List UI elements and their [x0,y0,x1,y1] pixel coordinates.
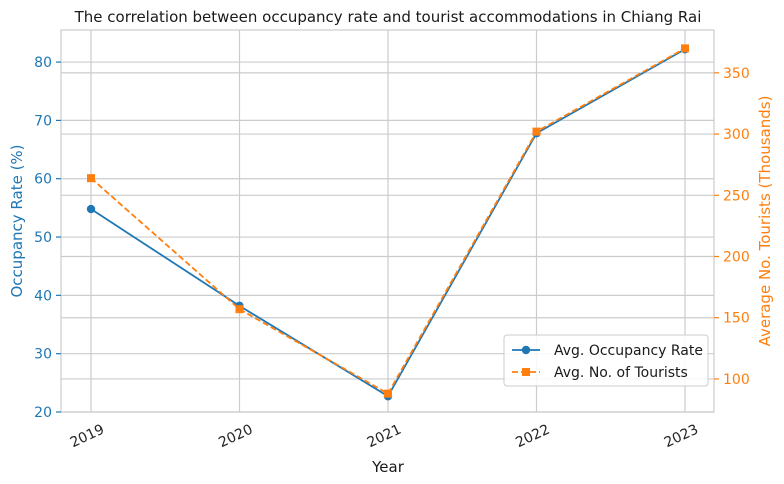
x-tick-label: 2021 [365,422,404,452]
y2-tick-label: 300 [723,127,750,143]
y-tick-label: 60 [34,172,52,188]
y-tick-label: 70 [34,113,52,129]
y2-tick-label: 200 [723,250,750,266]
x-tick-label: 2020 [216,422,255,452]
tourists-point [681,44,689,53]
legend-marker-occupancy [521,345,531,355]
y-tick-label: 50 [34,230,52,246]
plot-frame [60,29,715,413]
y2-axis-title: Average No. Tourists (Thousands) [756,96,774,347]
legend: Avg. Occupancy Rate Avg. No. of Tourists [503,334,709,387]
series [86,44,690,401]
y-tick-label: 80 [34,55,52,71]
x-tick-label: 2019 [68,422,107,452]
tourists-point [87,174,95,183]
y2-tick-label: 100 [723,372,750,388]
y-tick-label: 30 [34,347,52,363]
legend-label-tourists: Avg. No. of Tourists [554,365,688,381]
x-tick-label: 2023 [662,422,701,452]
legend-label-occupancy: Avg. Occupancy Rate [554,343,703,359]
occupancy-point [86,204,96,214]
y2-tick-label: 350 [723,66,750,82]
x-axis-title: Year [371,458,405,476]
grid [61,30,714,413]
y2-tick-label: 150 [723,311,750,327]
y-tick-label: 20 [34,405,52,421]
tourists-point [532,127,541,136]
x-tick-label: 2022 [513,422,552,452]
legend-marker-tourists [522,368,530,376]
tourists-point [384,389,392,398]
legend-box [503,334,709,387]
y-axis-title: Occupancy Rate (%) [8,144,26,297]
y2-tick-label: 250 [723,188,750,204]
tourists-point [235,305,244,314]
chart-title: The correlation between occupancy rate a… [74,8,702,26]
y-tick-label: 40 [34,288,52,304]
